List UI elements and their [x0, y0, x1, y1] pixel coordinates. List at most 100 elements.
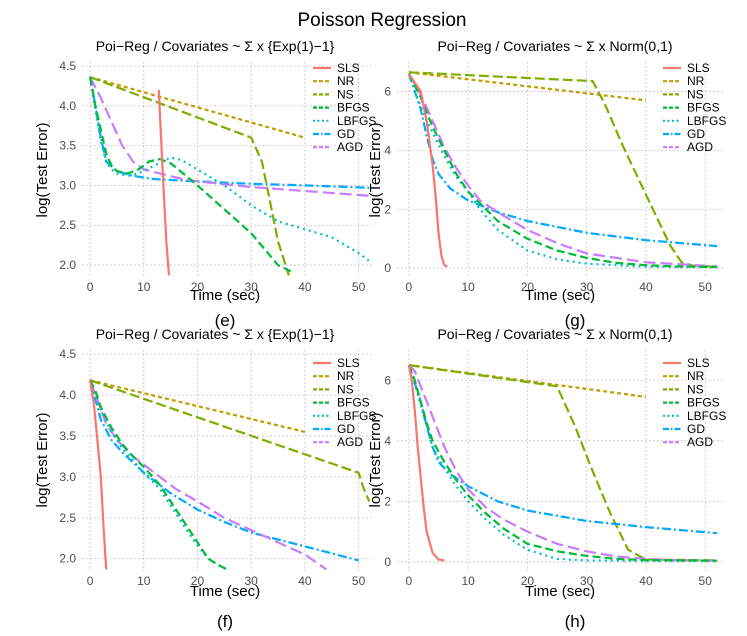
figure-title: Poisson Regression — [298, 10, 467, 31]
legend-label-agd: AGD — [687, 435, 713, 449]
y-tick-label: 2 — [384, 494, 391, 508]
y-tick-label: 2.5 — [59, 218, 76, 232]
legend-label-agd: AGD — [337, 435, 363, 449]
x-tick-label: 20 — [521, 280, 535, 294]
series-lines — [407, 364, 718, 563]
x-axis-label: Time (sec) — [525, 287, 595, 304]
x-axis-label: Time (sec) — [190, 583, 260, 600]
x-tick-label: 40 — [298, 574, 312, 588]
series-line-agd — [89, 76, 370, 197]
panel-title: Poi−Reg / Covariates ~ Σ x {Exp(1)−1} — [96, 326, 335, 342]
legend-label-ns: NS — [687, 382, 704, 396]
series-lines — [407, 71, 718, 269]
x-tick-label: 30 — [580, 574, 594, 588]
y-axis-label: log(Test Error) — [367, 412, 384, 507]
x-axis-label: Time (sec) — [525, 583, 595, 600]
series-line-gd — [407, 364, 718, 535]
y-tick-label: 2.5 — [59, 511, 76, 525]
legend-label-lbfgs: LBFGS — [687, 114, 726, 128]
series-line-gd — [407, 73, 718, 248]
grid — [397, 62, 723, 277]
x-tick-label: 0 — [406, 280, 413, 294]
series-line-agd — [407, 73, 718, 268]
x-tick-label: 10 — [461, 280, 475, 294]
panel-f: 0 10 20 30 40 50 2.0 2.5 3.0 3.5 4.0 4.5 SLSNRNSBFGS… — [34, 326, 376, 631]
series-line-lbfgs — [407, 364, 718, 563]
panel-title: Poi−Reg / Covariates ~ Σ x Norm(0,1) — [437, 326, 672, 342]
y-tick-label: 4 — [384, 434, 391, 448]
series-lines — [89, 379, 371, 571]
x-tick-label: 40 — [298, 280, 312, 294]
x-tick-label: 20 — [191, 280, 205, 294]
y-tick-label: 2.0 — [59, 552, 76, 566]
panel-title: Poi−Reg / Covariates ~ Σ x {Exp(1)−1} — [96, 38, 335, 54]
legend-label-gd: GD — [687, 127, 705, 141]
x-tick-label: 50 — [352, 574, 366, 588]
series-line-lbfgs — [89, 76, 370, 262]
series-line-ns — [89, 379, 371, 502]
x-tick-label: 40 — [639, 574, 653, 588]
legend-label-lbfgs: LBFGS — [337, 114, 376, 128]
y-tick-label: 4 — [384, 143, 391, 157]
x-tick-label: 0 — [87, 574, 94, 588]
legend-label-ns: NS — [687, 87, 704, 101]
legend-label-gd: GD — [687, 422, 705, 436]
y-tick-label: 3.5 — [59, 429, 76, 443]
y-tick-label: 6 — [384, 373, 391, 387]
x-tick-label: 10 — [137, 574, 151, 588]
grid — [397, 350, 723, 571]
x-tick-label: 20 — [521, 574, 535, 588]
y-tick-label: 3.0 — [59, 470, 76, 484]
series-line-ns — [408, 364, 718, 562]
series-line-agd — [408, 364, 718, 562]
y-tick-label: 3.5 — [59, 139, 76, 153]
series-line-bfgs — [407, 364, 718, 562]
legend-label-lbfgs: LBFGS — [337, 409, 376, 423]
y-tick-label: 6 — [384, 84, 391, 98]
panel-caption: (f) — [217, 612, 233, 631]
panel-e: 0 10 20 30 40 50 2.0 2.5 3.0 3.5 4.0 4.5 SLSNRNSBFGS… — [34, 38, 376, 330]
series-line-lbfgs — [89, 379, 228, 571]
y-axis-label: log(Test Error) — [367, 122, 384, 217]
series-line-lbfgs — [407, 73, 718, 269]
y-tick-label: 4.5 — [59, 59, 76, 73]
panel-title: Poi−Reg / Covariates ~ Σ x Norm(0,1) — [437, 38, 672, 54]
panel-caption: (h) — [565, 612, 586, 631]
x-tick-label: 30 — [244, 280, 258, 294]
x-tick-label: 50 — [352, 280, 366, 294]
series-line-sls — [407, 73, 448, 268]
series-lines — [89, 76, 370, 276]
y-tick-label: 2.0 — [59, 258, 76, 272]
series-line-nr — [89, 379, 306, 433]
legend-label-sls: SLS — [337, 61, 360, 75]
x-tick-label: 50 — [699, 280, 713, 294]
legend-label-nr: NR — [687, 369, 705, 383]
legend-label-sls: SLS — [337, 356, 360, 370]
legend-label-nr: NR — [687, 74, 705, 88]
legend-label-bfgs: BFGS — [337, 396, 370, 410]
x-tick-label: 0 — [406, 574, 413, 588]
legend-label-sls: SLS — [687, 61, 710, 75]
series-line-bfgs — [407, 73, 718, 269]
y-axis-label: log(Test Error) — [34, 122, 51, 217]
legend-label-agd: AGD — [687, 140, 713, 154]
series-line-sls — [157, 89, 171, 276]
grid — [82, 350, 372, 571]
x-tick-label: 20 — [191, 574, 205, 588]
series-line-gd — [89, 380, 359, 562]
series-line-sls — [407, 364, 445, 562]
series-line-bfgs — [89, 76, 295, 274]
x-tick-label: 10 — [461, 574, 475, 588]
y-tick-label: 4.5 — [59, 347, 76, 361]
y-tick-label: 0 — [384, 261, 391, 275]
legend-label-bfgs: BFGS — [687, 396, 720, 410]
y-tick-label: 4.0 — [59, 388, 76, 402]
panel-caption: (e) — [215, 311, 236, 330]
series-line-ns — [408, 71, 718, 268]
y-tick-label: 4.0 — [59, 99, 76, 113]
legend-label-bfgs: BFGS — [687, 101, 720, 115]
